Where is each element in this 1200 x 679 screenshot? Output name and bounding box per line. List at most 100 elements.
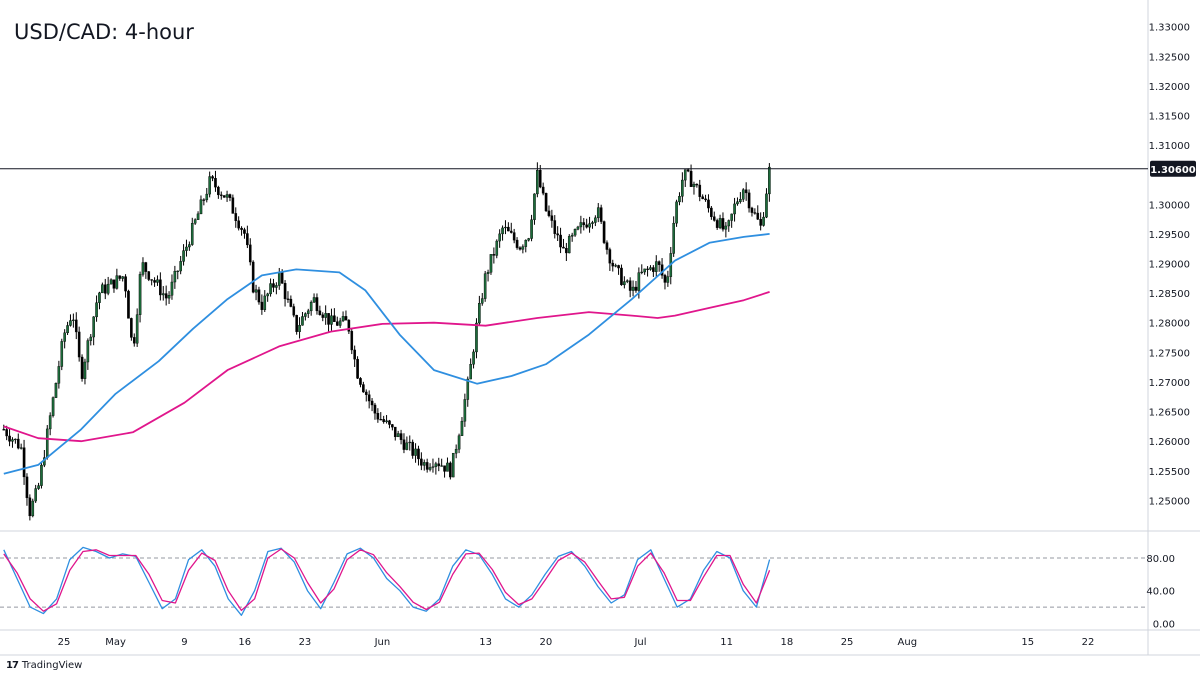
candle-body [750, 207, 754, 213]
candle-body [367, 394, 371, 402]
candle-body [190, 223, 194, 245]
candle-body [507, 226, 510, 232]
candle-body [269, 283, 272, 295]
moving-averages [3, 233, 770, 475]
candle-body [570, 234, 574, 237]
candle-body [634, 286, 638, 291]
candle-body [646, 268, 649, 270]
candle-body [585, 224, 588, 228]
candle-body [501, 227, 504, 235]
candle-body [25, 476, 29, 499]
tradingview-brand[interactable]: 17 TradingView [6, 660, 82, 671]
candle-body [356, 358, 359, 379]
candle-body [657, 261, 661, 265]
candle-body [530, 219, 533, 239]
price-tick-label: 1.33000 [1149, 23, 1190, 34]
candle-body [472, 351, 475, 365]
candle-body [762, 216, 765, 226]
candle-body [399, 433, 403, 440]
candle-body [89, 336, 93, 341]
candle-body [701, 196, 704, 200]
candle-body [321, 314, 325, 318]
candle-body [315, 297, 319, 312]
candle-body [672, 222, 675, 254]
candle-body [101, 284, 104, 294]
candle-body [37, 485, 40, 489]
candle-body [683, 169, 687, 181]
candle-body [544, 192, 548, 212]
candle-body [710, 207, 713, 217]
candle-body [66, 325, 69, 334]
candle-body [594, 217, 597, 223]
candle-body [173, 270, 177, 283]
candle-body [208, 176, 211, 195]
candle-body [518, 247, 522, 250]
candle-body [631, 286, 635, 291]
candle-body [414, 448, 417, 456]
candle-body [538, 170, 542, 188]
price-label-box [1150, 160, 1196, 177]
candle-body [492, 254, 496, 256]
candle-body [469, 364, 472, 380]
candle-body [509, 230, 513, 233]
price-tick-label: 1.27000 [1149, 378, 1190, 389]
time-tick-label: 22 [1082, 637, 1095, 648]
candle-body [63, 332, 66, 342]
candle-body [106, 283, 110, 294]
candle-body [440, 465, 443, 467]
candle-body [707, 199, 710, 209]
candle-body [718, 218, 722, 228]
candle-body [736, 201, 739, 205]
candle-body [515, 239, 519, 248]
candle-body [425, 462, 429, 470]
candle-body [739, 199, 742, 202]
candle-body [527, 238, 530, 241]
time-tick-label: Aug [898, 637, 918, 648]
candle-body [48, 415, 52, 430]
time-tick-label: Jun [374, 637, 391, 648]
candle-body [417, 448, 420, 460]
candle-body [5, 429, 8, 437]
candle-body [475, 322, 478, 353]
candle-body [14, 438, 17, 441]
candle-body [599, 207, 603, 222]
candle-body [695, 183, 699, 186]
candle-body [724, 225, 728, 230]
candle-body [565, 248, 568, 254]
candle-body [451, 452, 455, 478]
candle-body [306, 310, 310, 314]
candle-body [2, 429, 6, 431]
oscillator-tick-label: 40.00 [1146, 587, 1175, 598]
candle-body [318, 310, 322, 316]
candle-body [260, 301, 264, 310]
candle-body [167, 295, 171, 299]
candle-body [8, 435, 11, 442]
candle-body [118, 275, 122, 279]
price-tick-label: 1.27500 [1149, 348, 1190, 359]
candle-body [536, 170, 539, 195]
candle-body [19, 447, 23, 449]
candle-body [60, 341, 64, 367]
candle-body [393, 426, 397, 438]
candle-body [54, 383, 58, 398]
price-tick-label: 1.29000 [1149, 260, 1190, 271]
candle-body [698, 184, 702, 197]
candle-body [263, 295, 267, 310]
candle-body [457, 435, 461, 450]
price-tick-label: 1.31000 [1149, 141, 1190, 152]
candle-body [625, 280, 629, 282]
candle-body [121, 276, 124, 279]
candle-body [463, 399, 467, 422]
time-tick-label: 16 [238, 637, 251, 648]
candle-body [141, 262, 145, 275]
candle-body [225, 194, 229, 198]
candle-body [727, 220, 731, 227]
candle-body [483, 273, 487, 299]
candle-body [135, 314, 139, 344]
candle-body [240, 227, 243, 230]
candle-body [211, 176, 214, 179]
candle-body [678, 196, 681, 203]
candle-body [156, 279, 159, 283]
candle-body [460, 420, 464, 436]
time-tick-label: 25 [58, 637, 71, 648]
